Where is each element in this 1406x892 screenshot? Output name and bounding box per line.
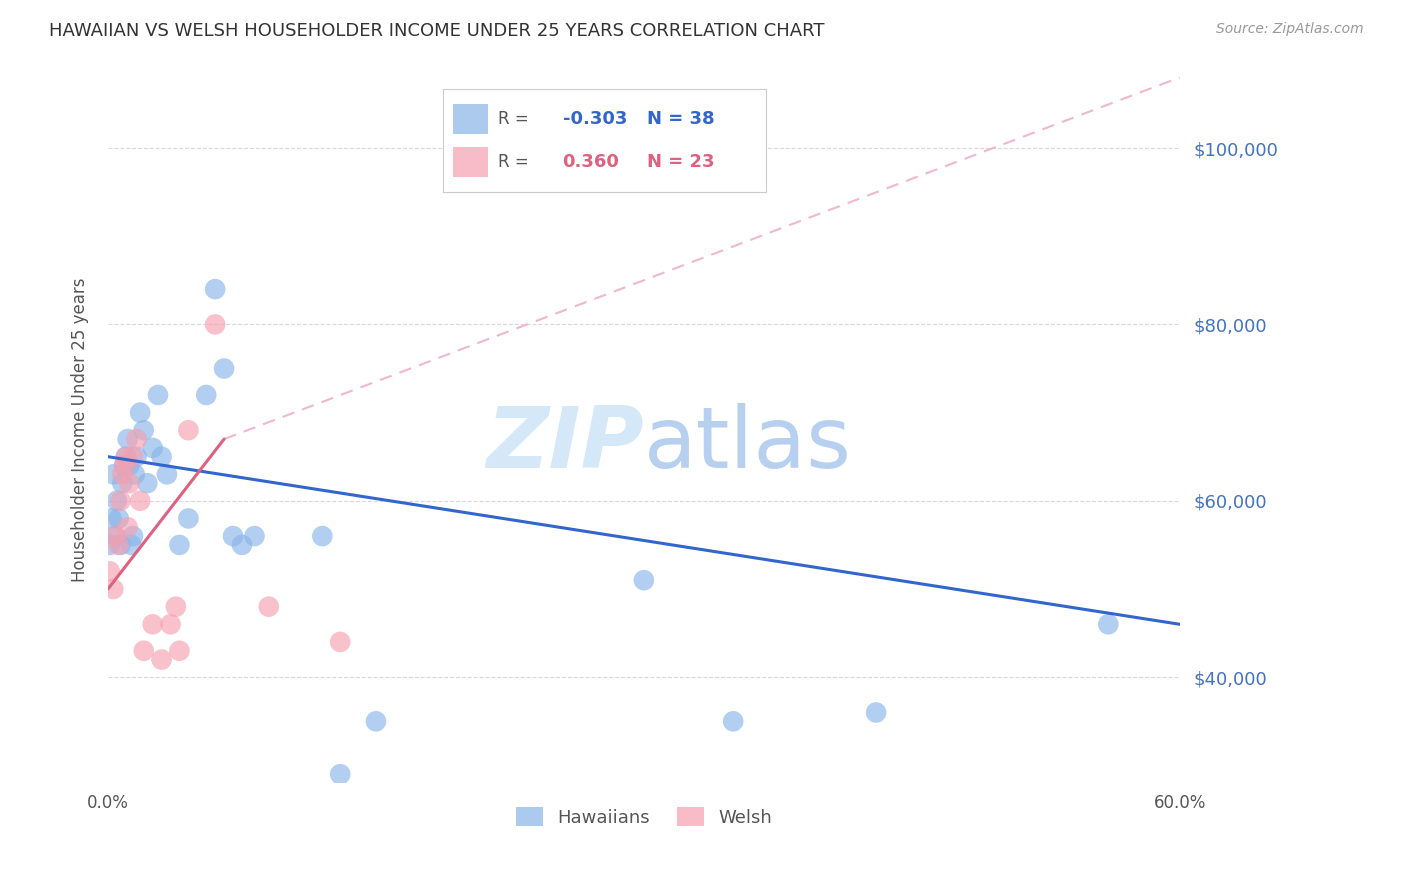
Bar [453,146,488,178]
Point [633,573,655,587]
Point [107,538,129,552]
Text: N = 23: N = 23 [647,153,714,171]
Point [120,538,142,552]
Point [110,493,132,508]
Point [146,388,169,402]
Point [156,467,179,482]
Point [122,529,145,543]
Point [177,423,200,437]
Point [132,644,155,658]
Point [103,582,125,596]
Point [150,450,173,464]
Point [105,493,128,508]
Text: -0.303: -0.303 [562,110,627,128]
Point [104,529,127,543]
Point [115,450,138,464]
Point [721,714,744,729]
Legend: Hawaiians, Welsh: Hawaiians, Welsh [509,800,779,834]
Point [111,476,134,491]
Point [132,423,155,437]
Text: N = 38: N = 38 [647,110,714,128]
Point [257,599,280,614]
Point [364,714,387,729]
Point [231,538,253,552]
Point [112,458,135,473]
Point [98,538,121,552]
Point [204,282,226,296]
Point [122,450,145,464]
Point [1097,617,1119,632]
Point [104,529,127,543]
Point [136,476,159,491]
Point [865,706,887,720]
Text: R =: R = [498,153,534,171]
Point [118,458,141,473]
Point [100,511,122,525]
Point [329,767,352,781]
Point [329,635,352,649]
Point [118,476,141,491]
Text: atlas: atlas [644,403,852,486]
Point [129,493,152,508]
Point [124,467,146,482]
Point [222,529,245,543]
Point [98,565,121,579]
Point [112,458,135,473]
Point [195,388,218,402]
Bar [453,103,488,135]
Point [212,361,235,376]
Point [142,617,165,632]
Text: ZIP: ZIP [486,403,644,486]
Point [125,450,148,464]
Point [117,520,139,534]
Point [204,318,226,332]
Point [110,538,132,552]
Point [150,652,173,666]
Point [311,529,333,543]
Point [177,511,200,525]
Text: R =: R = [498,110,534,128]
Point [142,441,165,455]
Point [117,432,139,446]
Text: HAWAIIAN VS WELSH HOUSEHOLDER INCOME UNDER 25 YEARS CORRELATION CHART: HAWAIIAN VS WELSH HOUSEHOLDER INCOME UND… [49,22,825,40]
Point [111,467,134,482]
Point [165,599,187,614]
Point [159,617,181,632]
Point [115,450,138,464]
Text: 0.360: 0.360 [562,153,620,171]
Point [107,511,129,525]
Point [169,644,191,658]
Y-axis label: Householder Income Under 25 years: Householder Income Under 25 years [72,278,89,582]
Point [103,467,125,482]
Text: Source: ZipAtlas.com: Source: ZipAtlas.com [1216,22,1364,37]
Point [243,529,266,543]
Point [169,538,191,552]
Point [125,432,148,446]
Point [129,406,152,420]
